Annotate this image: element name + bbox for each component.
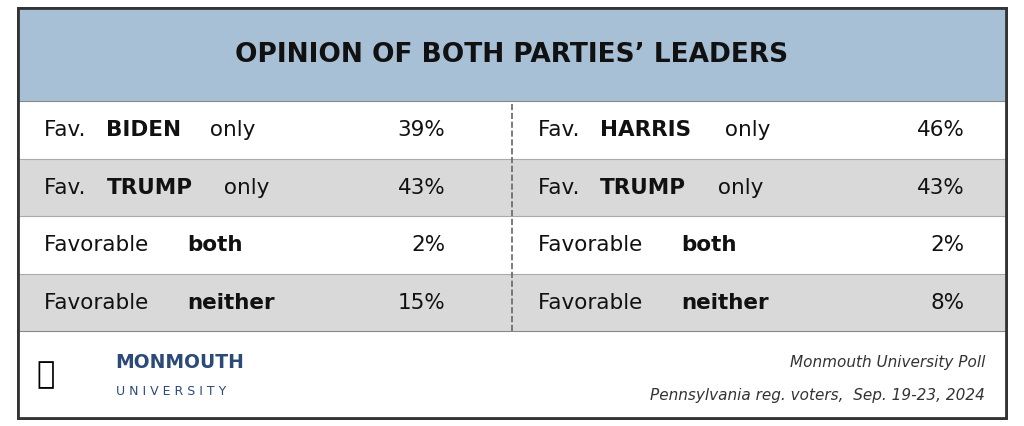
Text: U N I V E R S I T Y: U N I V E R S I T Y bbox=[116, 386, 226, 398]
Text: 43%: 43% bbox=[397, 178, 445, 198]
Text: only: only bbox=[217, 178, 269, 198]
FancyBboxPatch shape bbox=[18, 8, 1006, 101]
Text: neither: neither bbox=[187, 293, 275, 313]
FancyBboxPatch shape bbox=[18, 331, 1006, 418]
Text: Favorable: Favorable bbox=[44, 235, 156, 255]
Text: 46%: 46% bbox=[916, 120, 965, 140]
Text: only: only bbox=[718, 120, 770, 140]
Text: 2%: 2% bbox=[412, 235, 445, 255]
Text: both: both bbox=[681, 235, 736, 255]
Text: TRUMP: TRUMP bbox=[600, 178, 686, 198]
Text: MONMOUTH: MONMOUTH bbox=[116, 353, 245, 371]
Text: HARRIS: HARRIS bbox=[600, 120, 691, 140]
Text: 39%: 39% bbox=[397, 120, 445, 140]
Text: BIDEN: BIDEN bbox=[106, 120, 181, 140]
Text: Favorable: Favorable bbox=[538, 293, 649, 313]
Text: Fav.: Fav. bbox=[44, 178, 92, 198]
Text: 15%: 15% bbox=[397, 293, 445, 313]
Text: Favorable: Favorable bbox=[44, 293, 156, 313]
Text: OPINION OF BOTH PARTIES’ LEADERS: OPINION OF BOTH PARTIES’ LEADERS bbox=[236, 41, 788, 68]
Text: only: only bbox=[204, 120, 256, 140]
FancyBboxPatch shape bbox=[18, 216, 1006, 274]
Text: neither: neither bbox=[681, 293, 769, 313]
Text: Favorable: Favorable bbox=[538, 235, 649, 255]
Text: only: only bbox=[711, 178, 763, 198]
Text: 8%: 8% bbox=[931, 293, 965, 313]
Text: both: both bbox=[187, 235, 243, 255]
Text: 🏛: 🏛 bbox=[37, 360, 55, 389]
Text: Fav.: Fav. bbox=[44, 120, 92, 140]
Text: TRUMP: TRUMP bbox=[106, 178, 193, 198]
Text: 43%: 43% bbox=[916, 178, 965, 198]
FancyBboxPatch shape bbox=[18, 159, 1006, 216]
FancyBboxPatch shape bbox=[18, 101, 1006, 159]
Text: Monmouth University Poll: Monmouth University Poll bbox=[790, 355, 985, 371]
Text: Fav.: Fav. bbox=[538, 120, 586, 140]
Text: Pennsylvania reg. voters,  Sep. 19-23, 2024: Pennsylvania reg. voters, Sep. 19-23, 20… bbox=[650, 388, 985, 403]
Text: 2%: 2% bbox=[931, 235, 965, 255]
FancyBboxPatch shape bbox=[18, 8, 1006, 418]
FancyBboxPatch shape bbox=[18, 274, 1006, 331]
Text: Fav.: Fav. bbox=[538, 178, 586, 198]
